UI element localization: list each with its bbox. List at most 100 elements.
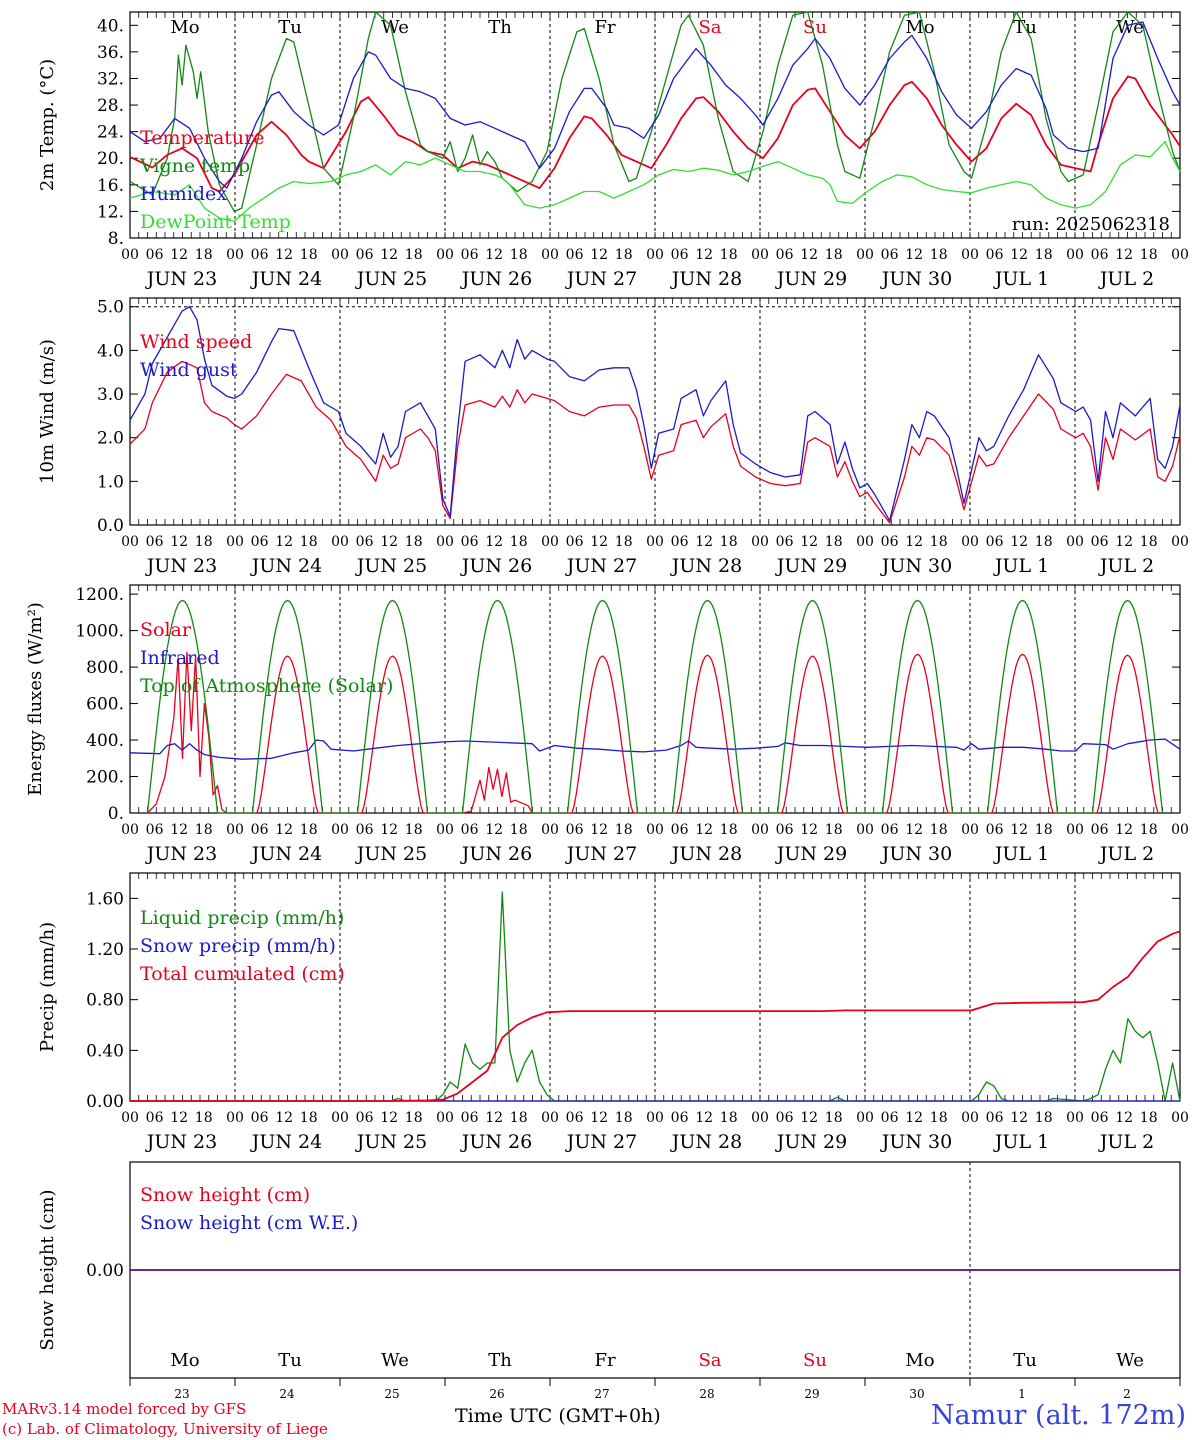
hour-tick-label: 12 (590, 534, 608, 550)
panel-3: 0. 200. 400. 600. 800. 1000. 1200. Energy fluxe… (25, 584, 1189, 865)
model-credit: MARv3.14 model forced by GFS (2, 1400, 247, 1418)
y-tick-label: 12. (97, 202, 124, 222)
hour-tick-label: 00 (961, 534, 979, 550)
weekday-label: Su (803, 1350, 827, 1371)
hour-tick-label: 06 (146, 247, 164, 263)
hour-tick-label: 06 (566, 534, 584, 550)
hour-tick-label: 00 (751, 247, 769, 263)
hour-tick-label: 06 (146, 822, 164, 838)
weekday-label: Th (488, 17, 512, 38)
y-tick-label: 600. (86, 695, 124, 715)
hour-tick-label: 18 (405, 534, 423, 550)
day-label: JUN 25 (355, 1131, 427, 1153)
day-label: JUN 30 (880, 843, 952, 865)
hour-tick-label: 18 (405, 822, 423, 838)
hour-tick-label: 12 (800, 822, 818, 838)
day-label: JUN 27 (565, 555, 637, 577)
y-tick-label: 0. (108, 804, 124, 824)
hour-tick-label: 00 (751, 822, 769, 838)
weekday-label: Mo (170, 1350, 199, 1371)
time-axis-label: Time UTC (GMT+0h) (455, 1405, 661, 1427)
hour-tick-label: 18 (510, 1110, 528, 1126)
hour-tick-label: 18 (1035, 534, 1053, 550)
y-tick-label: 800. (86, 658, 124, 678)
hour-tick-label: 06 (461, 534, 479, 550)
y-tick-label: 40. (97, 16, 124, 36)
hour-tick-label: 18 (720, 822, 738, 838)
hour-tick-label: 06 (776, 822, 794, 838)
hour-tick-label: 18 (195, 822, 213, 838)
weekday-label: Fr (594, 1350, 615, 1371)
legend-entry: DewPoint Temp (140, 211, 291, 233)
hour-tick-label: 00 (856, 1110, 874, 1126)
day-label: JUN 25 (355, 843, 427, 865)
hour-tick-label: 18 (825, 1110, 843, 1126)
hour-tick-label: 06 (986, 822, 1004, 838)
day-number-label: 29 (804, 1387, 819, 1400)
hour-tick-label: 12 (275, 247, 293, 263)
hour-tick-label: 00 (1066, 534, 1084, 550)
hour-tick-label: 00 (1171, 534, 1189, 550)
y-tick-label: 24. (97, 123, 124, 143)
hour-tick-label: 12 (590, 822, 608, 838)
hour-tick-label: 12 (1010, 822, 1028, 838)
hour-tick-label: 06 (671, 247, 689, 263)
y-tick-label: 36. (97, 43, 124, 63)
hour-tick-label: 18 (825, 822, 843, 838)
run-annotation: run: 2025062318 (1012, 214, 1170, 235)
y-tick-label: 28. (97, 96, 124, 116)
y-axis-label: Precip (mm/h) (37, 922, 58, 1052)
hour-tick-label: 00 (751, 1110, 769, 1126)
hour-tick-label: 06 (461, 822, 479, 838)
weekday-label: Fr (594, 17, 615, 38)
hour-tick-label: 18 (195, 1110, 213, 1126)
hour-tick-label: 00 (856, 534, 874, 550)
hour-tick-label: 06 (671, 534, 689, 550)
y-tick-label: 0.40 (86, 1041, 124, 1061)
hour-tick-label: 00 (646, 822, 664, 838)
hour-tick-label: 06 (1091, 822, 1109, 838)
y-tick-label: 32. (97, 69, 124, 89)
day-label: JUN 28 (670, 268, 742, 290)
weekday-label: Mo (170, 17, 199, 38)
hour-tick-label: 12 (800, 247, 818, 263)
hour-tick-label: 18 (510, 534, 528, 550)
hour-tick-label: 06 (251, 247, 269, 263)
hour-tick-label: 00 (331, 534, 349, 550)
hour-tick-label: 18 (1035, 247, 1053, 263)
hour-tick-label: 12 (905, 247, 923, 263)
hour-tick-label: 12 (380, 1110, 398, 1126)
hour-tick-label: 18 (615, 822, 633, 838)
y-tick-label: 0.00 (86, 1092, 124, 1112)
series-line (129, 140, 1181, 223)
hour-tick-label: 00 (646, 247, 664, 263)
hour-tick-label: 00 (541, 534, 559, 550)
day-label: JUN 23 (145, 268, 217, 290)
hour-tick-label: 18 (300, 247, 318, 263)
hour-tick-label: 06 (356, 822, 374, 838)
hour-tick-label: 00 (961, 822, 979, 838)
hour-tick-label: 12 (485, 534, 503, 550)
hour-tick-label: 12 (1115, 534, 1133, 550)
day-label: JUN 26 (460, 268, 532, 290)
hour-tick-label: 00 (226, 534, 244, 550)
day-label: JUN 29 (775, 555, 847, 577)
hour-tick-label: 00 (856, 822, 874, 838)
hour-tick-label: 12 (695, 534, 713, 550)
day-label: JUN 24 (250, 1131, 322, 1153)
day-label: JUL 2 (1098, 1131, 1154, 1153)
day-label: JUN 29 (775, 1131, 847, 1153)
hour-tick-label: 06 (881, 822, 899, 838)
day-number-label: 24 (279, 1387, 295, 1400)
hour-tick-label: 06 (146, 1110, 164, 1126)
day-label: JUN 28 (670, 555, 742, 577)
hour-tick-label: 18 (720, 534, 738, 550)
hour-tick-label: 12 (1010, 1110, 1028, 1126)
hour-tick-label: 00 (436, 1110, 454, 1126)
weekday-label: Tu (278, 17, 302, 38)
day-label: JUN 23 (145, 555, 217, 577)
hour-tick-label: 12 (275, 822, 293, 838)
hour-tick-label: 06 (671, 1110, 689, 1126)
day-label: JUL 2 (1098, 555, 1154, 577)
hour-tick-label: 12 (695, 247, 713, 263)
